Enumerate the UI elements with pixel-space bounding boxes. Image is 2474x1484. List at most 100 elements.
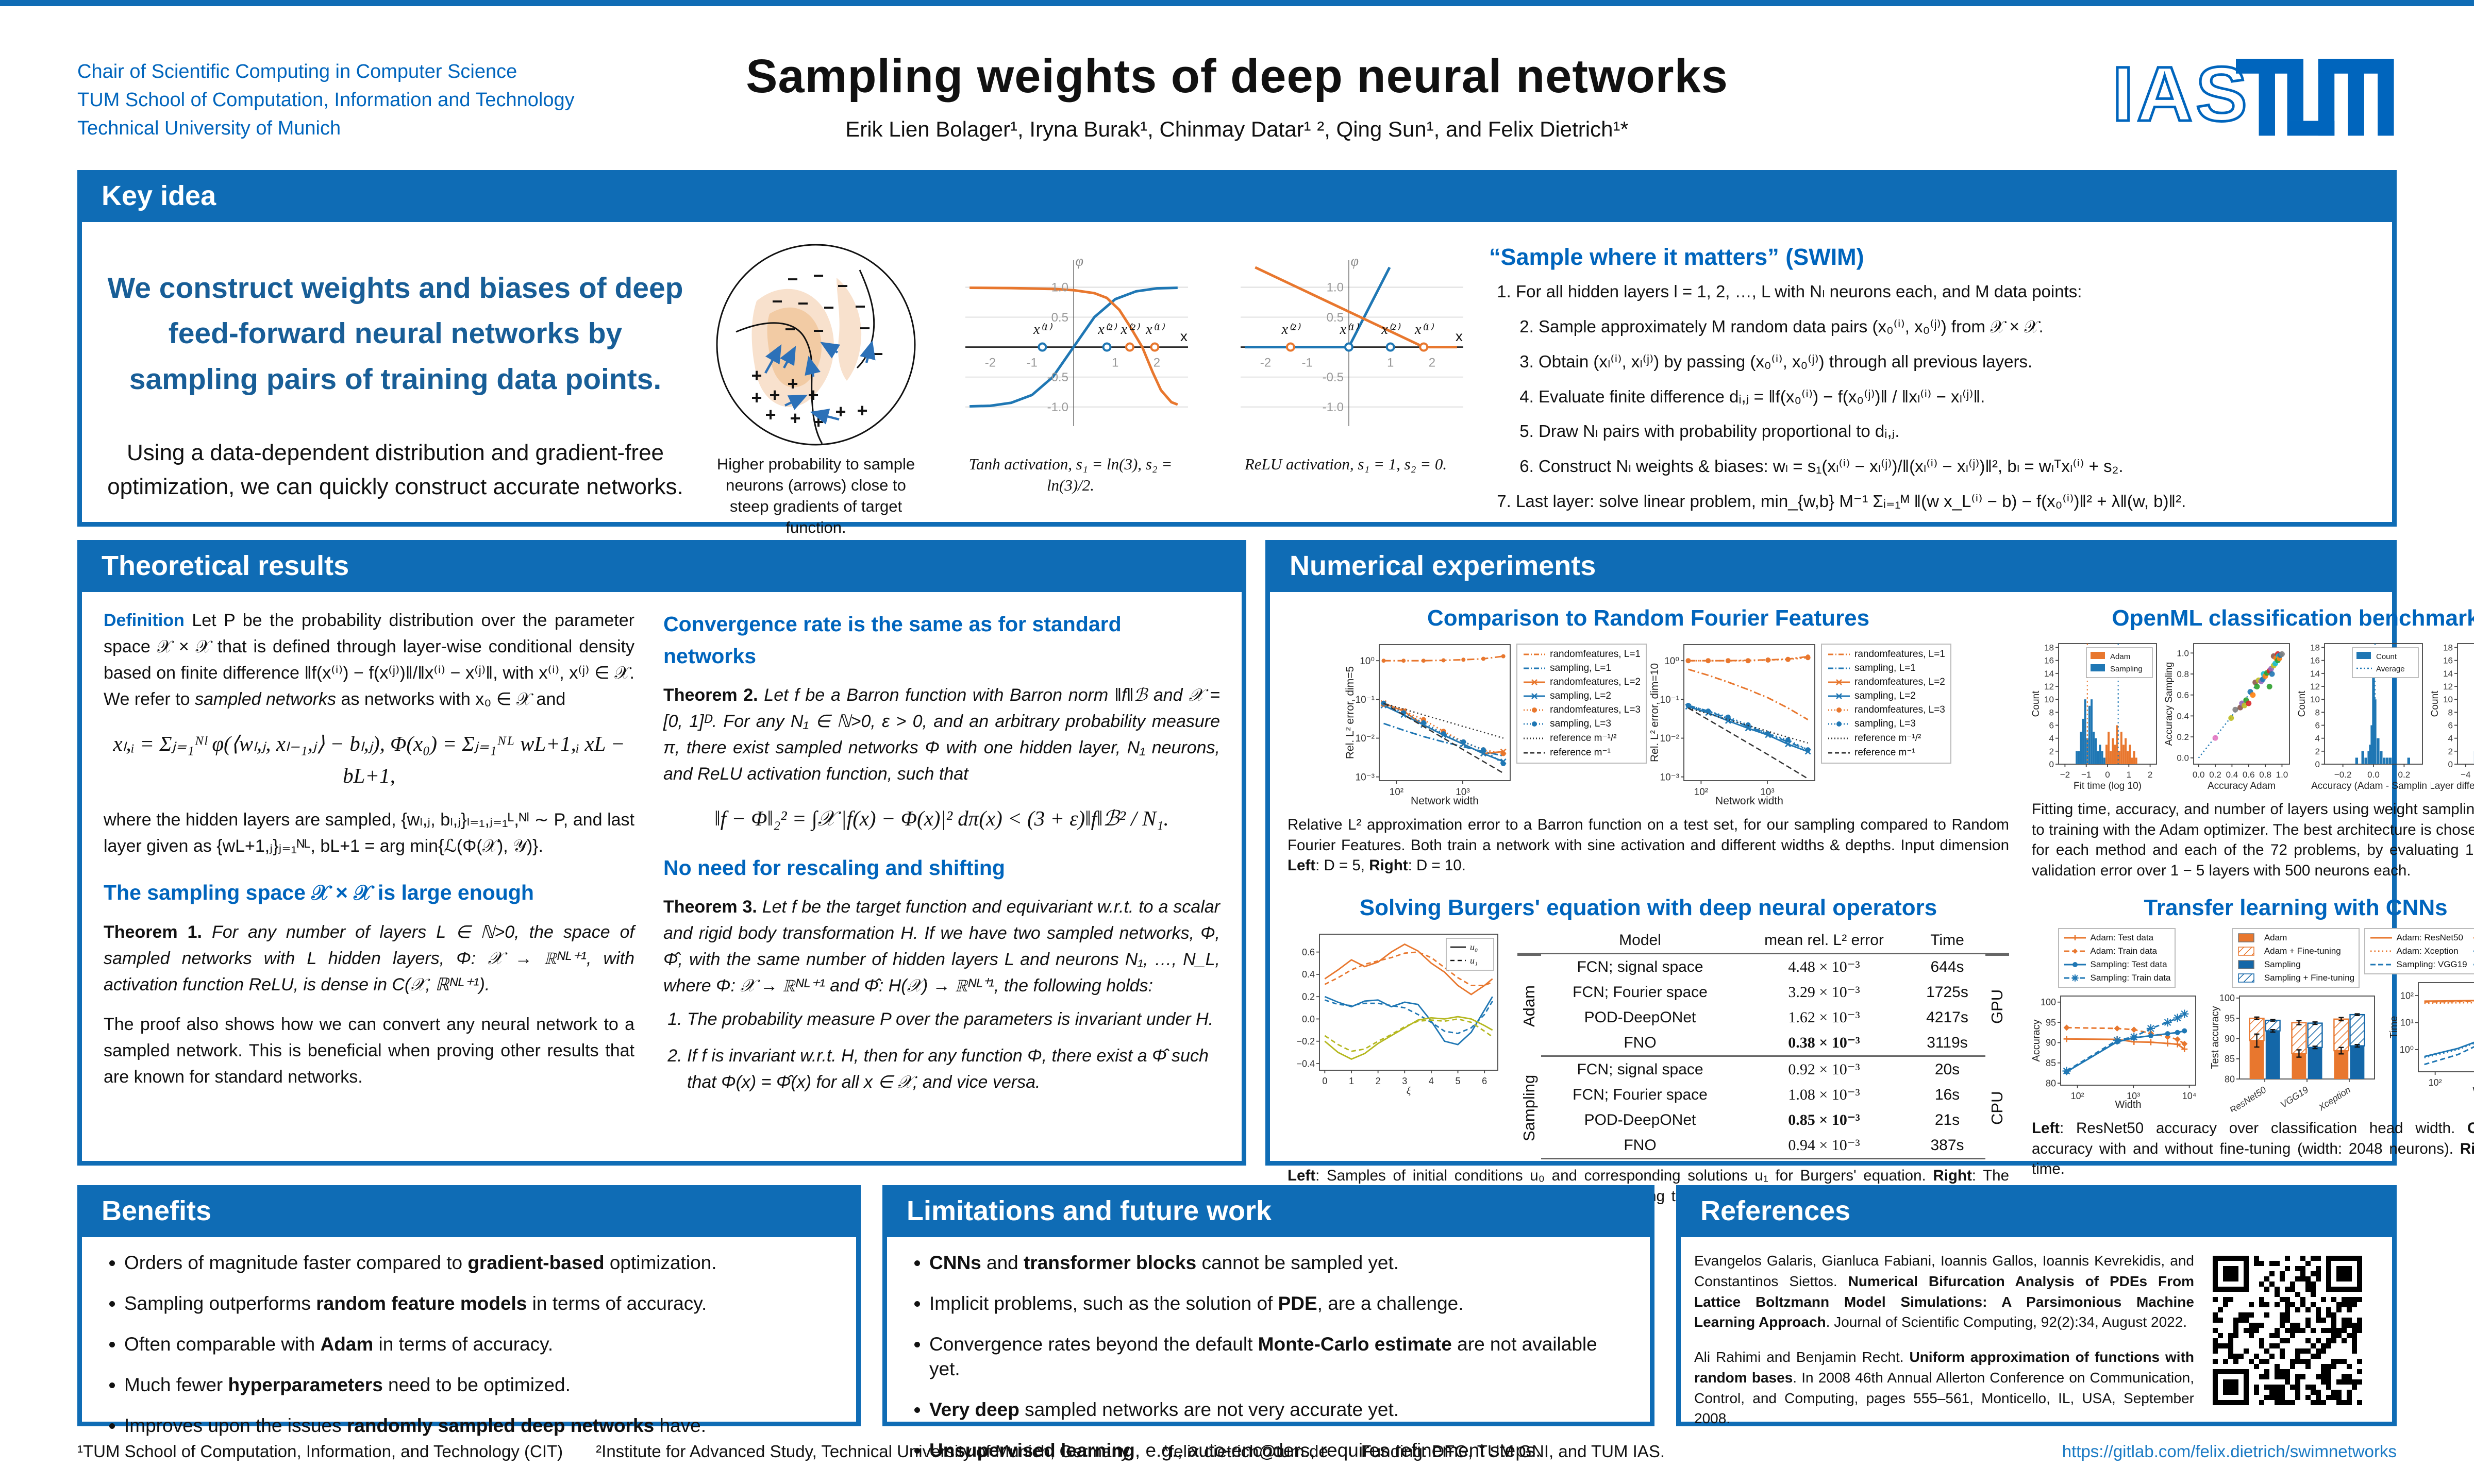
svg-text:Accuracy: Accuracy [2032,1019,2042,1061]
transfer-center-legend: Adam Adam + Fine-tuning Sampling Sampling +… [2231,928,2360,988]
table-cell: FCN; Fourier space [1573,1086,1708,1103]
swim-step: Obtain (xₗ⁽ⁱ⁾, xₗ⁽ʲ⁾) by passing (x₀⁽ⁱ⁾,… [1539,350,2367,374]
svg-text:x: x [1180,328,1188,344]
svg-text:x: x [1456,328,1463,344]
svg-text:x⁽¹⁾: x⁽¹⁾ [1414,322,1434,338]
svg-text:10¹: 10¹ [2400,1018,2414,1028]
qr-code [2208,1251,2367,1410]
transfer-right-legend: Adam: ResNet50 Adam: VGG19 Adam: Xception S… [2364,928,2474,975]
svg-text:Count: Count [2032,690,2042,717]
theorem-2: Theorem 2. Let f be a Barron function wi… [663,685,1221,784]
table-cell: Model [1541,928,1739,955]
table-cell: CPU [1988,1091,2006,1125]
svg-text:Count: Count [2431,690,2440,717]
svg-text:100: 100 [2219,993,2235,1003]
svg-text:6: 6 [2049,720,2054,730]
svg-text:4: 4 [2049,734,2054,744]
legend-item: Sampling: Test data [2063,959,2171,970]
footer-affil-1: ¹TUM School of Computation, Information,… [77,1442,563,1461]
legend-item: randomfeatures, L=1 [1828,649,1945,660]
top-accent-strip [0,0,2474,6]
legend-item: Adam: Test data [2063,932,2171,943]
svg-text:10⁻¹: 10⁻¹ [1356,695,1375,705]
svg-text:Accuracy Sampling: Accuracy Sampling [2165,662,2175,746]
legend-item: Adam [2237,932,2354,943]
svg-text:12: 12 [2044,682,2054,692]
bullet-item: Much fewer hyperparameters need to be op… [124,1373,835,1397]
equation-sampled-network: xₗ,ᵢ = Σⱼ₌₁ᴺˡ φ(⟨wₗ,ⱼ, xₗ₋₁,ⱼ⟩ − bₗ,ⱼ), … [113,732,625,787]
svg-text:0.2: 0.2 [2177,732,2189,742]
svg-text:φ: φ [1350,253,1359,269]
rff-dim10-chart: 10² 10³ 10⁰ 10⁻¹ 10⁻² 10⁻³ Network width Rel. L… [1650,644,1815,807]
references-header: References [1681,1190,2392,1237]
svg-text:0.6: 0.6 [1302,947,1315,957]
svg-text:100: 100 [2041,997,2056,1007]
svg-text:0.2: 0.2 [2398,770,2411,780]
openml-cell: OpenML classification benchmark −2 −1 0 1 2 0… [2032,604,2474,881]
transfer-accuracy-chart: 10² 10³ 10⁴ 80 85 90 95 100 Width Accuracy [2032,996,2197,1110]
tum-logo [2236,59,2394,136]
svg-text:2: 2 [2315,747,2320,756]
benefits-header: Benefits [82,1190,856,1237]
svg-text:−2: −2 [2060,770,2070,780]
class-marks: − − − − − − −− − −− +++ + + + ++ + + [751,265,883,432]
footer-funding: Funding: DFG, TUM GNI, and TUM IAS. [1361,1442,1665,1461]
table-cell [1517,928,1541,955]
openml-caption: Fitting time, accuracy, and number of la… [2032,801,2474,879]
table-cell: FNO [1541,1030,1739,1057]
svg-text:x⁽²⁾: x⁽²⁾ [1121,322,1141,338]
transfer-time-chart: 10²10³10⁴10⁰10¹10²WidthTime [2389,982,2474,1097]
svg-text:−: − [855,296,865,317]
svg-text:+: + [751,365,762,386]
svg-text:+: + [857,400,867,421]
svg-text:10²: 10² [1694,787,1708,798]
svg-text:10: 10 [2443,695,2453,704]
svg-text:Test accuracy: Test accuracy [2211,1006,2221,1069]
theorem-3-items: The probability measure P over the param… [663,1006,1220,1095]
bullet-item: Often comparable with Adam in terms of a… [124,1332,835,1357]
svg-text:Count: Count [2298,690,2308,717]
svg-text:ResNet50: ResNet50 [2228,1085,2268,1112]
swim-heading: “Sample where it matters” (SWIM) [1489,244,1864,270]
openml-layer-diff-hist: −4−2024024681012141618Layer difference (… [2431,643,2474,791]
theorem-1: Theorem 1. For any number of layers L ∈ … [104,922,634,994]
svg-text:Width: Width [2115,1099,2141,1110]
openml-title: OpenML classification benchmark [2112,605,2474,631]
repository-link[interactable]: https://gitlab.com/felix.dietrich/swimne… [2062,1442,2397,1461]
legend-item: Sampling + Fine-tuning [2237,972,2354,984]
footer-email: *felix.dietrich@tum.de [1162,1442,1328,1461]
svg-text:−4: −4 [2461,770,2470,780]
table-cell: 0.92 × 10⁻³ [1788,1061,1860,1078]
svg-text:VGG19: VGG19 [2279,1085,2310,1110]
svg-text:0.0: 0.0 [2177,753,2189,763]
legend-item: randomfeatures, L=3 [1827,704,1945,716]
svg-text:+: + [769,384,780,406]
svg-text:3: 3 [1402,1076,1407,1086]
reference-list: Evangelos Galaris, Gianluca Fabiani, Ioa… [1694,1251,2194,1429]
rff-legend: randomfeatures, L=1 sampling, L=1 randomfe… [1516,644,1647,764]
svg-text:u₀: u₀ [1470,942,1478,952]
svg-text:8: 8 [2448,707,2453,717]
subheading-rescaling: No need for rescaling and shifting [663,855,1005,880]
theorem-3-item: If f is invariant w.r.t. H, then for any… [687,1043,1220,1095]
svg-text:-2: -2 [1260,356,1271,370]
experiments-header: Numerical experiments [1270,545,2392,592]
svg-text:0.4: 0.4 [1302,969,1315,980]
svg-text:18: 18 [2310,643,2320,652]
svg-text:0.5: 0.5 [1327,311,1344,325]
reference-entry: Ali Rahimi and Benjamin Recht. Uniform a… [1694,1349,2195,1427]
swim-step: For all hidden layers l = 1, 2, …, L wit… [1516,280,2367,304]
table-cell: 20s [1934,1060,1960,1078]
svg-text:10³: 10³ [2127,1091,2140,1101]
svg-text:Count: Count [2376,652,2397,661]
table-cell: 644s [1930,958,1964,975]
svg-text:0: 0 [2448,760,2453,769]
swim-step: Draw Nₗ pairs with probability proportio… [1539,419,2367,444]
svg-text:1: 1 [1387,356,1394,370]
bullet-item: Very deep sampled networks are not very … [929,1397,1629,1422]
svg-text:0.5: 0.5 [1051,311,1068,325]
table-cell: 0.85 × 10⁻³ [1788,1111,1860,1129]
sampled-neuron-arrows [764,340,876,425]
swim-step: Last layer: solve linear problem, min_{w… [1516,490,2367,514]
